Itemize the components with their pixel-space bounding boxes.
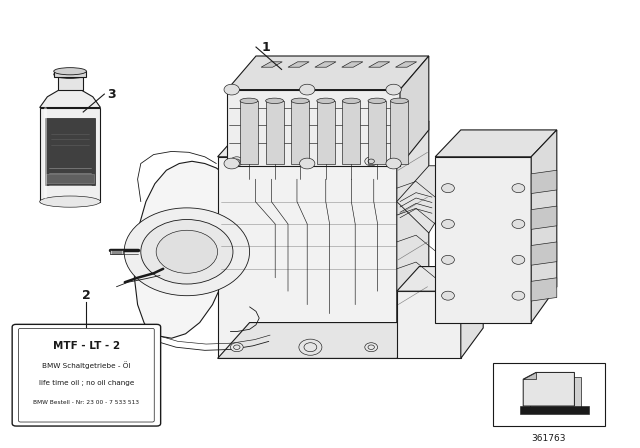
Polygon shape [531,130,557,323]
Polygon shape [266,101,284,164]
Polygon shape [396,62,417,67]
Circle shape [442,291,454,300]
Text: 2: 2 [82,289,91,302]
Polygon shape [342,62,363,67]
Text: BMW Bestell - Nr: 23 00 - 7 533 513: BMW Bestell - Nr: 23 00 - 7 533 513 [33,400,140,405]
Polygon shape [530,377,581,408]
Ellipse shape [291,98,309,103]
Bar [520,406,589,414]
Text: MTF - LT - 2: MTF - LT - 2 [53,341,120,351]
Polygon shape [40,108,100,202]
Polygon shape [461,267,483,358]
Ellipse shape [390,98,408,103]
Text: 361763: 361763 [532,434,566,443]
Ellipse shape [342,98,360,103]
Polygon shape [435,157,531,323]
Ellipse shape [368,98,386,103]
Circle shape [141,220,233,284]
Polygon shape [531,206,557,229]
Polygon shape [524,372,536,379]
Polygon shape [524,372,575,406]
Circle shape [442,220,454,228]
Polygon shape [110,250,123,254]
Polygon shape [58,77,83,90]
Polygon shape [531,170,557,194]
Polygon shape [342,101,360,164]
Circle shape [512,291,525,300]
Polygon shape [134,161,237,338]
Polygon shape [368,101,386,164]
Circle shape [300,158,315,169]
Polygon shape [227,56,429,90]
Polygon shape [397,267,483,291]
Circle shape [365,343,378,352]
Polygon shape [369,62,390,67]
Polygon shape [317,101,335,164]
Polygon shape [218,323,429,358]
Ellipse shape [240,98,258,103]
Polygon shape [218,157,397,358]
Text: BMW Schaltgetriebe - Öl: BMW Schaltgetriebe - Öl [42,362,131,370]
Polygon shape [45,118,95,185]
Polygon shape [397,291,461,358]
Circle shape [386,84,401,95]
Polygon shape [261,62,282,67]
Polygon shape [46,174,94,183]
Polygon shape [218,121,429,157]
Circle shape [156,230,218,273]
Circle shape [365,157,378,166]
Circle shape [300,84,315,95]
FancyBboxPatch shape [12,324,161,426]
Circle shape [386,158,401,169]
Polygon shape [288,62,309,67]
Polygon shape [227,90,400,166]
Circle shape [124,208,250,296]
Circle shape [299,339,322,355]
Polygon shape [397,166,448,233]
Ellipse shape [54,68,86,75]
Circle shape [224,158,239,169]
Polygon shape [390,101,408,164]
Polygon shape [240,101,258,164]
Circle shape [230,343,243,352]
Circle shape [230,157,243,166]
Polygon shape [531,242,557,265]
Polygon shape [400,56,429,166]
Circle shape [512,184,525,193]
Polygon shape [291,101,309,164]
Polygon shape [435,130,557,157]
Circle shape [224,84,239,95]
Text: 1: 1 [261,40,270,54]
Polygon shape [54,71,86,77]
Circle shape [442,255,454,264]
Polygon shape [315,62,336,67]
Polygon shape [397,121,429,358]
Text: 3: 3 [108,87,116,101]
Circle shape [512,255,525,264]
Bar [493,363,605,426]
Ellipse shape [40,196,100,207]
Circle shape [512,220,525,228]
Ellipse shape [317,98,335,103]
Ellipse shape [266,98,284,103]
Text: life time oil ; no oil change: life time oil ; no oil change [38,380,134,386]
Ellipse shape [54,70,86,78]
Polygon shape [531,278,557,301]
Circle shape [442,184,454,193]
Polygon shape [40,90,100,108]
